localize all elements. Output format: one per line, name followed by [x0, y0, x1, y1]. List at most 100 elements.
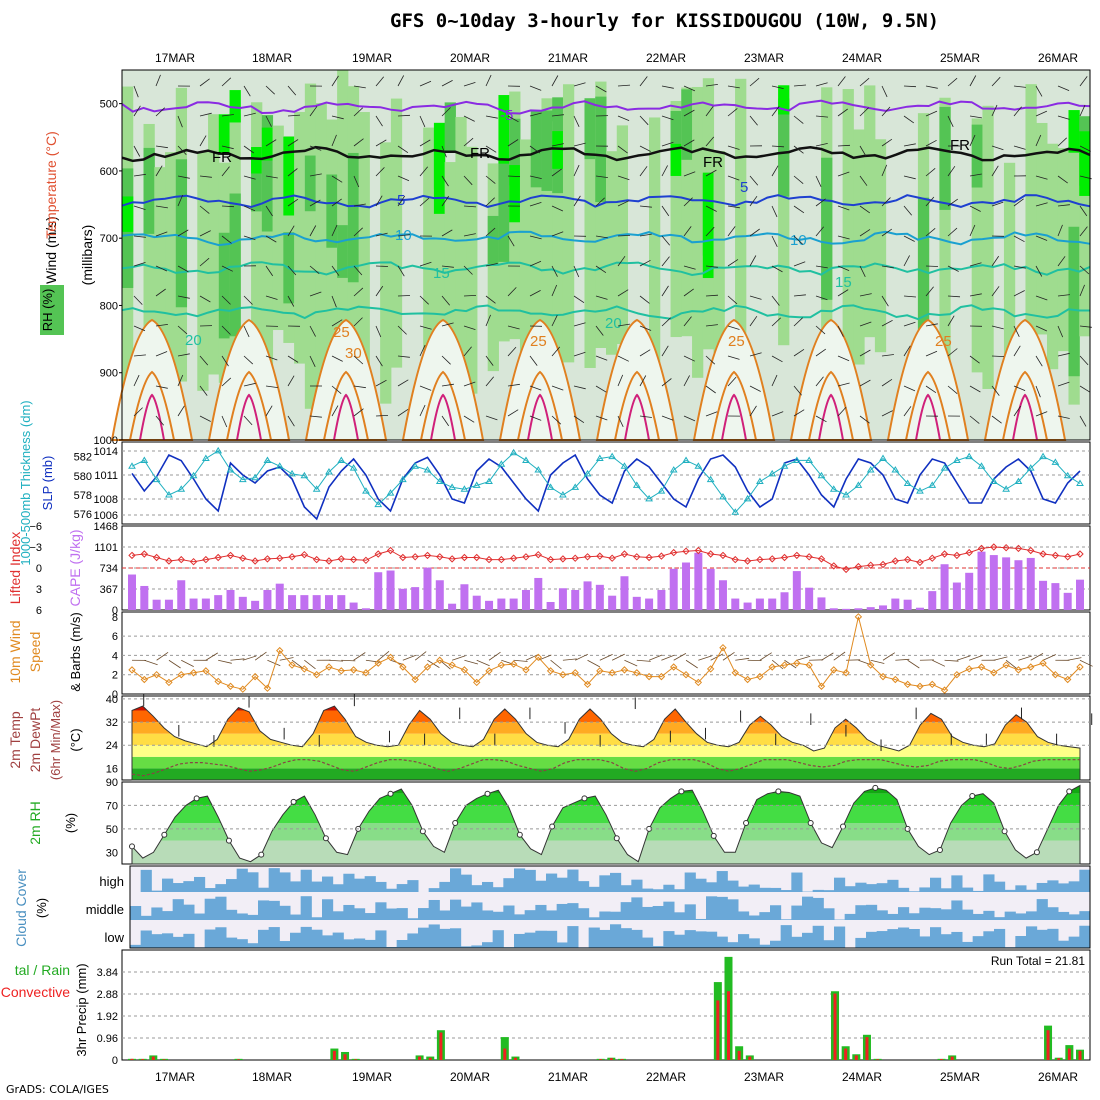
thickness-marker [719, 492, 727, 500]
wind-barb [617, 145, 628, 154]
cloud-bar [140, 869, 152, 892]
wind-barb [1035, 295, 1048, 301]
cloud-bar [823, 890, 835, 892]
li-marker [1014, 544, 1023, 553]
wind-barb [485, 415, 498, 421]
wind-barb [551, 385, 564, 391]
wind-barb [419, 261, 432, 267]
wind-barb [331, 198, 342, 207]
surface-wind-barb [451, 655, 466, 661]
wind-speed-marker [1063, 675, 1072, 684]
run-total: Run Total = 21.81 [991, 954, 1086, 968]
li-marker [953, 551, 961, 560]
isotherm-25-bubble [207, 318, 291, 441]
precip-convective-bar [609, 1058, 613, 1060]
cape-bar [879, 605, 888, 610]
rh-moist-band [670, 110, 682, 161]
wind-barb [1057, 175, 1068, 184]
cloud-bar [695, 878, 707, 892]
cloud-bar [791, 936, 803, 948]
wind-barb [353, 203, 366, 207]
wind-barb [705, 355, 716, 365]
cape-bar [472, 595, 481, 610]
wind-barb [683, 197, 693, 207]
wind-barb [969, 75, 977, 87]
li-marker [559, 555, 567, 563]
surface-wind-barb [341, 659, 356, 662]
cloud-bar [162, 911, 174, 920]
cloud-bar [439, 881, 451, 892]
surface-wind-barb [230, 658, 245, 661]
cloud-bar [940, 888, 952, 892]
wind-barb [903, 321, 916, 327]
thickness-marker [214, 446, 223, 454]
cloud-bar [1026, 911, 1038, 920]
wind-barb [331, 385, 342, 395]
thickness-marker [595, 454, 604, 462]
wind-barb [661, 256, 670, 267]
thickness-marker [1002, 485, 1011, 492]
cloud-bar [983, 874, 995, 892]
wind-barb [463, 265, 473, 275]
cape-bar [669, 568, 678, 610]
wind-barb [221, 114, 234, 117]
li-marker [854, 562, 863, 571]
isotherm-30-bubble [808, 370, 854, 441]
wind-barb [463, 205, 477, 208]
cloud-bar [247, 914, 259, 920]
rh-saturated-band [283, 136, 295, 216]
cloud-bar [908, 913, 920, 920]
wind-barb [375, 285, 384, 297]
surface-wind-barb [771, 659, 784, 670]
wind-speed-marker [633, 669, 641, 677]
cape-bar [940, 564, 949, 610]
rh-mid-band [1079, 162, 1091, 337]
wind-barb [309, 106, 318, 117]
cloud-bar [1068, 914, 1080, 920]
wind-barb [617, 323, 630, 327]
li-marker [916, 558, 924, 567]
wind-barb [331, 405, 339, 417]
cloud-bar [386, 888, 398, 892]
surface-wind-barb [144, 659, 158, 666]
temp-axis-label: 2m Temp [7, 711, 23, 769]
wind-barb [529, 145, 540, 154]
li-marker [694, 546, 703, 555]
rh-saturated-band [433, 122, 446, 214]
wind-barb [199, 295, 211, 303]
cloud-bar [727, 880, 739, 892]
wind-barb [441, 80, 453, 87]
wind-barb [375, 195, 383, 207]
li-marker [756, 555, 764, 564]
rh-mid-band [294, 111, 306, 364]
wind-barb [815, 325, 826, 335]
li-marker [1063, 553, 1072, 561]
wind-barb [529, 202, 542, 207]
panel-frame [121, 949, 1091, 1061]
panel-frame [121, 69, 1091, 441]
thickness-marker [645, 494, 653, 502]
wind-speed-marker [608, 669, 616, 677]
li-marker [288, 553, 296, 561]
rh-mid-band [552, 121, 564, 375]
wind-legend-label: Wind (m/s) [43, 216, 59, 284]
wind-barb [991, 201, 1004, 207]
wind-barb [199, 135, 207, 147]
wind-speed-marker [953, 670, 961, 679]
wind-barb [881, 410, 893, 417]
wind-barb [463, 346, 472, 357]
cloud-bar [279, 872, 291, 892]
isotherm-line [121, 145, 1091, 163]
thickness-marker [768, 469, 777, 477]
thickness-marker [374, 500, 383, 508]
rh-marker [807, 820, 814, 826]
temp-tick: 40 [106, 694, 118, 706]
wind-speed-marker [374, 659, 382, 667]
rh-marker [775, 788, 782, 795]
wind-barb [133, 295, 143, 305]
isotherm-35-bubble [236, 393, 262, 441]
cape-bar [238, 596, 247, 610]
wind-barb [485, 263, 498, 267]
wind-barb [639, 349, 651, 357]
rh-mid-band [713, 151, 725, 362]
